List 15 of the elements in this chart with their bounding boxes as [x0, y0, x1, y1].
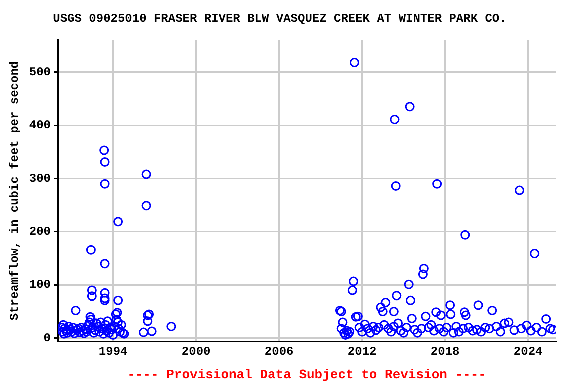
y-tick-label: 0 [44, 331, 52, 346]
y-tick-label: 200 [29, 224, 52, 239]
text: ---- Provisional Data Subject to Revision ---- [128, 367, 486, 382]
x-tick-label: 2012 [348, 344, 377, 359]
x-tick-label: 2006 [264, 344, 294, 359]
y-tick-label: 500 [29, 65, 52, 80]
chart-title: USGS 09025010 FRASER RIVER BLW VASQUEZ CREEK AT WINTER PARK CO. [53, 12, 507, 26]
y-tick-label: 400 [29, 118, 52, 133]
x-tick-label: 2018 [430, 344, 460, 359]
x-tick-label: 2024 [514, 344, 543, 359]
x-tick-label: 2000 [182, 344, 211, 359]
y-tick-label: 300 [29, 172, 52, 186]
y-axis-title: Streamflow, in cubic feet per second [8, 61, 22, 321]
x-tick-label: 1994 [98, 344, 128, 359]
y-tick-label: 100 [29, 278, 52, 292]
